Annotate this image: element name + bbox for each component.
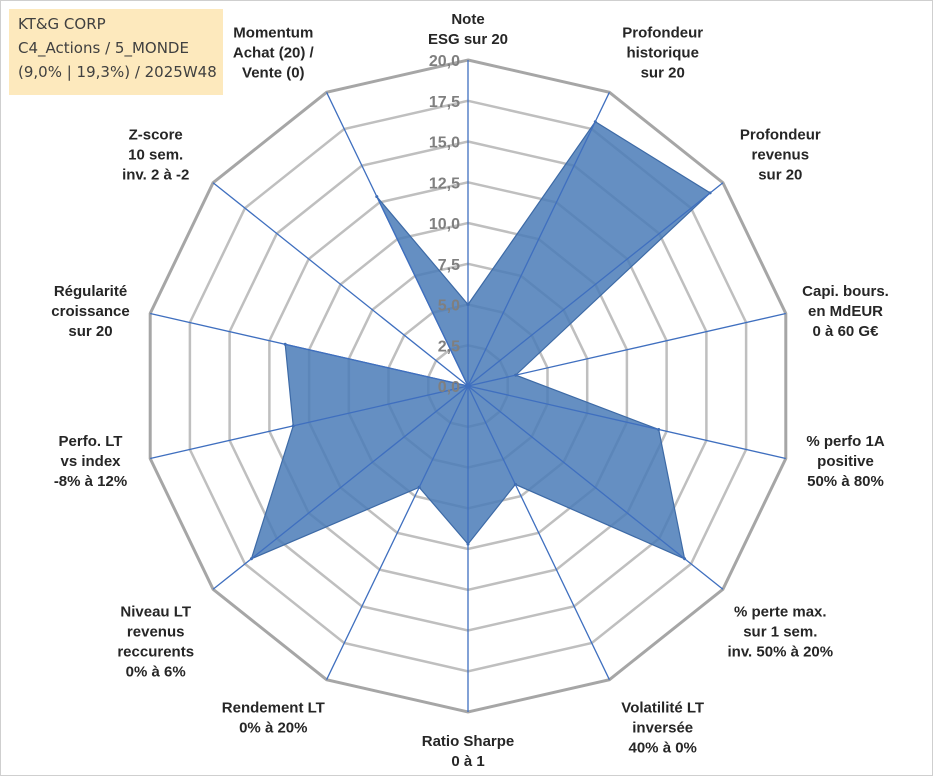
radar-axis-label: Note ESG sur 20 xyxy=(428,11,508,48)
radar-axis-label-line: croissance xyxy=(51,303,129,320)
radar-spoke xyxy=(467,385,610,680)
radar-axis-label: Momentum Achat (20) / Vente (0) xyxy=(233,25,315,82)
radar-tick-label: 10,0 xyxy=(429,216,460,233)
radar-axis-label: Profondeur historique sur 20 xyxy=(622,25,703,82)
title-line-company: KT&G CORP xyxy=(18,15,106,33)
radar-axis-label-line: 0% à 20% xyxy=(239,720,307,737)
radar-tick-label: 12,5 xyxy=(429,175,460,192)
radar-axis-label-line: 0% à 6% xyxy=(126,664,186,681)
radar-axis-label: Z-score 10 sem. inv. 2 à -2 xyxy=(122,126,189,183)
radar-tick-label: 2,5 xyxy=(438,338,460,355)
radar-axis-label-line: Perfo. LT xyxy=(59,433,123,450)
radar-axis-label-line: historique xyxy=(626,45,699,62)
radar-axis-label-line: Régularité xyxy=(54,283,127,300)
radar-axis-label-line: sur 20 xyxy=(68,323,112,340)
radar-axis-label-line: vs index xyxy=(60,453,121,470)
radar-axis-label: Niveau LT revenus reccurents 0% à 6% xyxy=(117,604,194,681)
chart-title-box: KT&G CORP C4_Actions / 5_MONDE (9,0% | 1… xyxy=(9,9,223,95)
radar-tick-label: 5,0 xyxy=(438,298,460,315)
radar-axis-label-line: Vente (0) xyxy=(242,65,305,82)
radar-axis-label-line: reccurents xyxy=(117,644,194,661)
radar-series-area xyxy=(250,120,712,560)
radar-axis-label-line: Z-score xyxy=(129,126,183,143)
radar-axis-label-line: Momentum xyxy=(233,25,313,42)
radar-axis-label: Capi. bours. en MdEUR 0 à 60 G€ xyxy=(802,283,889,340)
radar-axis-label: Perfo. LT vs index -8% à 12% xyxy=(54,433,127,490)
radar-axis-label-line: Profondeur xyxy=(740,126,821,143)
radar-axis-label-line: 40% à 0% xyxy=(629,740,697,757)
radar-axis-label-line: inversée xyxy=(632,720,693,737)
radar-axis-label-line: Profondeur xyxy=(622,25,703,42)
radar-tick-label: 15,0 xyxy=(429,135,460,152)
radar-axis-label-line: Rendement LT xyxy=(222,700,325,717)
title-line-category: C4_Actions / 5_MONDE xyxy=(18,39,189,57)
radar-axis-labels: Note ESG sur 20 Profondeur historique sur 20… xyxy=(51,11,889,770)
radar-axis-label-line: Niveau LT xyxy=(120,604,191,621)
radar-spoke xyxy=(326,92,469,387)
radar-tick-label: 20,0 xyxy=(429,53,460,70)
radar-axis-label-line: sur 20 xyxy=(641,65,685,82)
radar-axis-label-line: Achat (20) / xyxy=(233,45,315,62)
radar-axis-label: % perfo 1A positive 50% à 80% xyxy=(806,433,885,490)
radar-tick-label: 0,0 xyxy=(438,379,460,396)
radar-axis-label-line: Note xyxy=(451,11,484,28)
radar-spoke xyxy=(326,385,469,680)
radar-axis-label-line: positive xyxy=(817,453,874,470)
radar-spoke xyxy=(467,92,610,387)
radar-axis-label-line: Capi. bours. xyxy=(802,283,889,300)
radar-spoke xyxy=(467,385,724,590)
radar-axis-label-line: en MdEUR xyxy=(808,303,883,320)
radar-spoke xyxy=(467,312,786,387)
radar-spoke xyxy=(150,385,469,460)
radar-axis-label-line: inv. 2 à -2 xyxy=(122,166,189,183)
radar-axis-label-line: % perfo 1A xyxy=(806,433,885,450)
radar-spokes xyxy=(150,60,786,712)
radar-spoke xyxy=(150,312,469,387)
radar-spoke xyxy=(212,182,469,387)
radar-axis-label-line: -8% à 12% xyxy=(54,473,127,490)
radar-axis-label-line: inv. 50% à 20% xyxy=(727,644,833,661)
radar-axis-label-line: 0 à 1 xyxy=(451,753,484,770)
radar-axis-label-line: sur 1 sem. xyxy=(743,624,817,641)
radar-tick-label: 17,5 xyxy=(429,94,460,111)
radar-axis-label: Profondeur revenus sur 20 xyxy=(740,126,821,183)
radar-axis-label: Volatilité LT inversée 40% à 0% xyxy=(621,700,704,757)
radar-tick-label: 7,5 xyxy=(438,257,460,274)
radar-axis-label-line: ESG sur 20 xyxy=(428,31,508,48)
radar-axis-label: % perte max. sur 1 sem. inv. 50% à 20% xyxy=(727,604,833,661)
radar-axis-label-line: revenus xyxy=(127,624,185,641)
title-line-stats: (9,0% | 19,3%) / 2025W48 xyxy=(18,63,217,81)
radar-axis-label-line: 0 à 60 G€ xyxy=(813,323,880,340)
radar-axis-label-line: revenus xyxy=(752,146,810,163)
radar-axis-label-line: % perte max. xyxy=(734,604,827,621)
radar-axis-label-line: 50% à 80% xyxy=(807,473,884,490)
radar-spoke xyxy=(467,385,786,460)
radar-axis-label-line: 10 sem. xyxy=(128,146,183,163)
radar-axis-label-line: Ratio Sharpe xyxy=(422,733,515,750)
radar-axis-label-line: sur 20 xyxy=(758,166,802,183)
radar-spoke xyxy=(212,385,469,590)
radar-axis-label-line: Volatilité LT xyxy=(621,700,704,717)
radar-axis-label: Régularité croissance sur 20 xyxy=(51,283,129,340)
radar-axis-label: Rendement LT 0% à 20% xyxy=(222,700,325,737)
radar-spoke xyxy=(467,182,724,387)
radar-axis-label: Ratio Sharpe 0 à 1 xyxy=(422,733,515,770)
radar-tick-labels: 0,0 2,5 5,0 7,5 10,0 12,5 15,0 17,5 20,0 xyxy=(429,53,460,396)
